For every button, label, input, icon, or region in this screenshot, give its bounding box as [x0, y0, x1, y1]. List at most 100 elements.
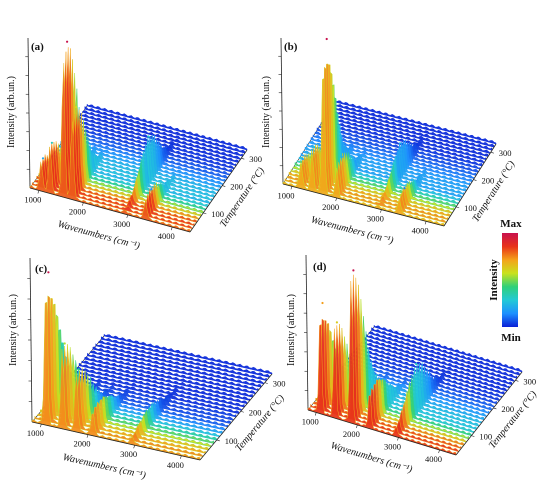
x-tick [86, 434, 89, 438]
colorbar: Max Intensity Min [488, 218, 522, 344]
axis-y-line [455, 371, 523, 456]
x-tick [438, 449, 440, 454]
peak-mark [403, 187, 406, 190]
surface-slice [328, 108, 491, 154]
x-tick [335, 197, 337, 202]
surface-slice [361, 341, 510, 389]
axis-x-line [307, 409, 457, 456]
y-axis-title: Temperature (°C) [218, 165, 267, 229]
y-tick [490, 151, 494, 154]
x-tick-label: 3000 [367, 214, 384, 224]
surface-slice [326, 112, 489, 157]
peak-mark [352, 269, 355, 272]
x-tick [397, 437, 399, 441]
chart-panel-d: 1000 2000 3000 4000 100 200 300 (d) Intensity (a… [286, 254, 540, 476]
x-tick [170, 227, 173, 231]
surface-slice [363, 337, 513, 386]
axis-y-line [189, 149, 248, 233]
x-tick [380, 209, 382, 213]
surface-slice [332, 102, 495, 148]
x-tick-label: 2000 [69, 207, 86, 217]
surface-slice [86, 103, 248, 151]
surface-slice [80, 112, 241, 160]
peak-mark [415, 362, 418, 366]
chart-panel-a: 1000 2000 3000 4000 100 200 300 (a) Intensity (a… [6, 37, 267, 252]
y-tick [241, 157, 245, 160]
x-tick [356, 424, 358, 429]
surface-slice [368, 331, 518, 379]
surface [307, 274, 523, 456]
y-tick [240, 410, 244, 413]
x-tick-label: 2000 [343, 429, 360, 439]
colorbar-max-label: Max [500, 218, 522, 230]
panel-label: (c) [35, 263, 48, 275]
y-tick [493, 407, 497, 410]
surface-slice [95, 343, 264, 385]
x-tick-label: 2000 [322, 202, 339, 212]
x-tick-label: 4000 [167, 460, 184, 470]
surface-slice [84, 106, 246, 154]
panel-label: (b) [284, 41, 298, 53]
surface-slice [77, 116, 239, 163]
surface [31, 295, 273, 461]
peak-mark [74, 106, 78, 109]
y-tick-label: 200 [501, 404, 514, 414]
x-tick [40, 424, 42, 428]
surface-slice [70, 372, 240, 415]
x-tick-label: 4000 [412, 225, 429, 235]
x-tick-label: 1000 [27, 428, 44, 438]
x-tick [290, 186, 293, 190]
x-tick [180, 455, 182, 459]
x-tick [133, 445, 135, 449]
surface-slice [103, 333, 273, 375]
x-tick-label: 1000 [277, 190, 294, 200]
peak-mark [148, 405, 151, 408]
surface-slice [334, 99, 497, 145]
surface-slice [100, 336, 270, 378]
surface-slice [98, 340, 267, 381]
surface-slice [89, 350, 259, 391]
surface-slice [373, 324, 523, 373]
colorbar-title: Intensity [488, 259, 500, 301]
y-tick-label: 100 [211, 209, 224, 219]
x-tick [82, 202, 84, 206]
surface-slice [76, 366, 245, 408]
peak-mark [301, 157, 304, 160]
y-tick [515, 380, 519, 382]
z-axis-title: Intensity (arb.un.) [8, 294, 19, 366]
colorbar-gradient [502, 233, 518, 327]
y-tick [222, 185, 226, 187]
x-tick-label: 2000 [74, 439, 91, 449]
peak-mark [375, 374, 378, 377]
peak-mark [47, 271, 50, 274]
surface-slice [282, 78, 445, 227]
y-tick [216, 439, 220, 442]
axis-x-line [282, 183, 445, 227]
surface-slice [67, 376, 237, 418]
peak-mark [147, 135, 150, 138]
surface [282, 63, 497, 227]
surface-slice [92, 346, 262, 388]
peak-mark [398, 142, 402, 145]
surface-slice [355, 346, 505, 395]
peak-mark [312, 145, 315, 148]
axis-x-line [29, 187, 191, 233]
peak-mark [66, 40, 69, 43]
peak-mark [340, 155, 343, 158]
peak-mark [335, 321, 338, 324]
x-tick-label: 4000 [158, 231, 175, 241]
peak-mark [321, 301, 324, 305]
y-tick-label: 300 [249, 154, 262, 164]
z-axis-title: Intensity (arb.un.) [6, 76, 17, 148]
y-tick-label: 100 [464, 203, 477, 213]
axis-y-line [199, 373, 273, 461]
y-tick-label: 200 [230, 182, 243, 192]
surface-slice [87, 352, 256, 395]
surface-slice [78, 362, 248, 405]
panel-label: (a) [31, 41, 44, 53]
x-tick [424, 221, 427, 225]
surface-slice [366, 333, 515, 382]
surface-slice [31, 301, 201, 461]
z-axis-title: Intensity (arb.un.) [286, 294, 297, 366]
y-tick-label: 100 [479, 432, 492, 442]
